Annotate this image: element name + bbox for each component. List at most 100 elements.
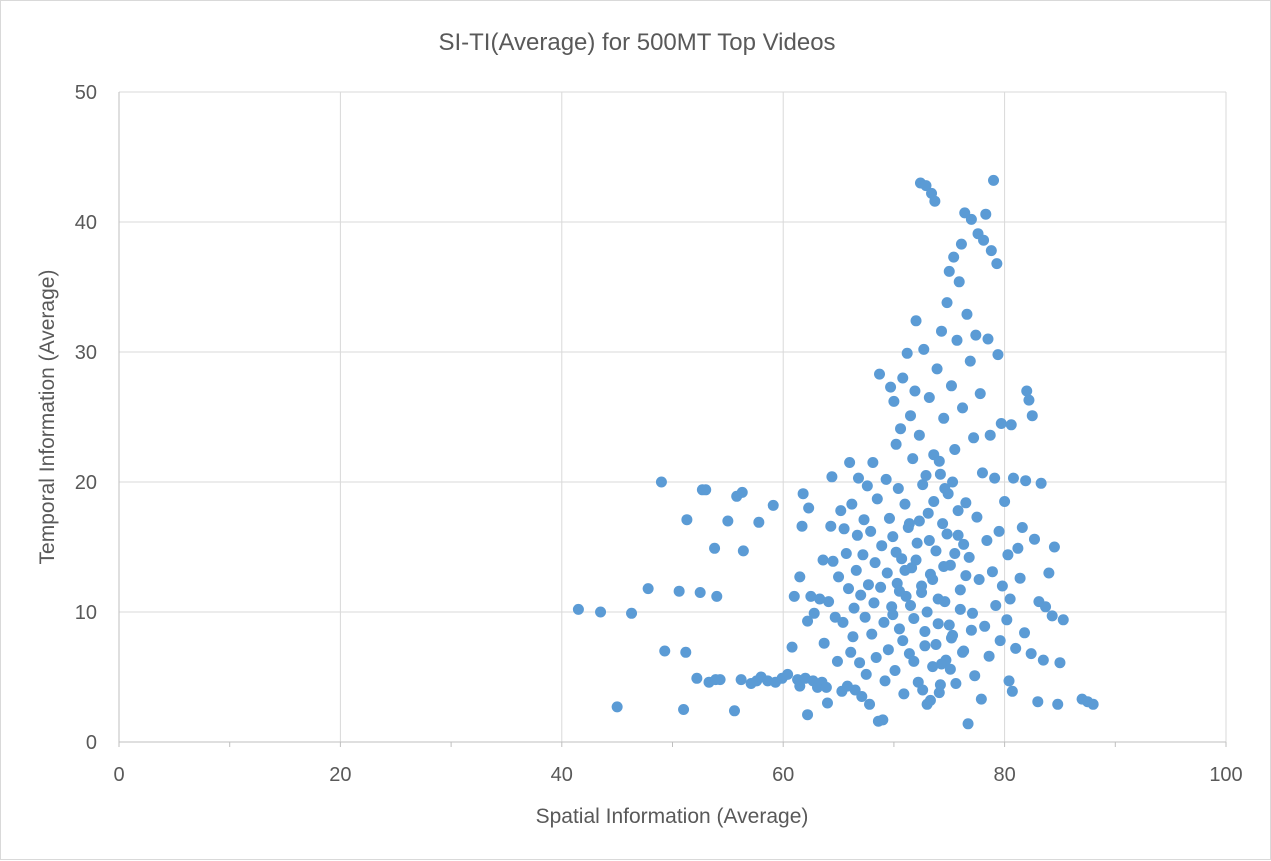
x-tick-label: 0: [113, 764, 124, 786]
data-point: [957, 646, 969, 658]
data-point: [979, 620, 991, 632]
data-point: [835, 505, 847, 517]
data-point: [895, 423, 907, 435]
data-point: [700, 484, 712, 496]
data-point: [989, 472, 1001, 484]
data-point: [820, 681, 832, 693]
data-point: [982, 333, 994, 345]
data-point: [999, 496, 1011, 507]
x-tick-label: 60: [772, 764, 794, 786]
data-point: [852, 472, 864, 484]
data-point: [855, 589, 867, 601]
data-point: [681, 514, 693, 526]
data-point: [817, 554, 829, 566]
x-tick-label: 80: [993, 764, 1015, 786]
data-point: [659, 645, 671, 657]
data-point: [1035, 477, 1047, 489]
data-point: [885, 381, 897, 393]
data-point: [936, 658, 948, 670]
data-point: [917, 684, 929, 696]
data-point: [934, 468, 946, 480]
data-point: [955, 238, 967, 250]
chart-title: SI-TI(Average) for 500MT Top Videos: [438, 29, 835, 56]
data-point: [910, 554, 922, 566]
data-point: [969, 670, 981, 682]
data-point: [929, 195, 941, 207]
y-tick-label: 0: [86, 732, 97, 754]
data-point: [1028, 533, 1040, 545]
data-point: [950, 678, 962, 689]
data-point: [845, 646, 857, 658]
data-point: [974, 388, 986, 400]
data-point: [927, 574, 939, 585]
data-point: [611, 701, 623, 713]
data-point: [944, 663, 956, 675]
data-point: [802, 709, 814, 721]
data-point: [918, 343, 930, 355]
data-point: [939, 483, 951, 494]
data-point: [858, 514, 870, 526]
data-point: [931, 363, 943, 375]
data-point: [728, 705, 740, 717]
data-point: [818, 637, 830, 649]
data-point: [1019, 627, 1031, 639]
data-point: [823, 596, 835, 608]
data-point: [1025, 648, 1037, 660]
data-point: [923, 392, 935, 403]
data-point: [831, 655, 843, 667]
data-point: [572, 603, 584, 615]
data-point: [908, 613, 920, 624]
data-point: [870, 652, 882, 663]
data-point: [932, 618, 944, 630]
data-point: [827, 555, 839, 567]
data-point: [913, 429, 925, 441]
data-point: [899, 564, 911, 576]
data-point: [916, 580, 928, 592]
data-point: [874, 368, 886, 380]
data-point: [954, 584, 966, 596]
axes: 0 20 40 60 80 100 0 10 20 30 40 50: [75, 82, 1243, 786]
y-tick-label: 40: [75, 212, 97, 234]
data-point: [958, 538, 970, 550]
data-point: [927, 661, 939, 673]
data-point: [844, 457, 856, 468]
data-point: [945, 632, 957, 644]
data-point: [709, 542, 721, 554]
data-point: [948, 251, 960, 263]
data-point: [965, 213, 977, 225]
data-point: [961, 308, 973, 320]
data-point: [971, 511, 983, 523]
data-point: [991, 258, 1003, 270]
data-point: [854, 657, 866, 669]
data-point: [838, 523, 850, 535]
data-point: [803, 502, 815, 514]
data-point: [988, 174, 1000, 186]
data-point: [840, 548, 852, 559]
data-point: [909, 385, 921, 397]
data-point: [949, 548, 961, 559]
data-point: [847, 631, 859, 643]
data-point: [920, 180, 932, 192]
data-point: [829, 611, 841, 623]
data-point: [990, 600, 1002, 611]
data-point: [595, 606, 607, 618]
data-point: [919, 626, 931, 637]
data-point: [952, 529, 964, 541]
data-point: [887, 531, 899, 543]
x-axis-label: Spatial Information (Average): [536, 805, 809, 828]
data-point: [933, 455, 945, 467]
data-point: [922, 507, 934, 519]
data-point: [833, 571, 845, 583]
data-point: [797, 488, 809, 500]
data-point: [938, 412, 950, 424]
data-point: [1021, 385, 1033, 397]
data-point: [848, 602, 860, 614]
data-point: [920, 470, 932, 481]
data-point: [893, 623, 905, 635]
data-point: [767, 499, 779, 511]
data-point: [736, 486, 748, 498]
data-point: [851, 529, 863, 541]
data-point: [993, 525, 1005, 537]
data-point: [1057, 614, 1069, 626]
